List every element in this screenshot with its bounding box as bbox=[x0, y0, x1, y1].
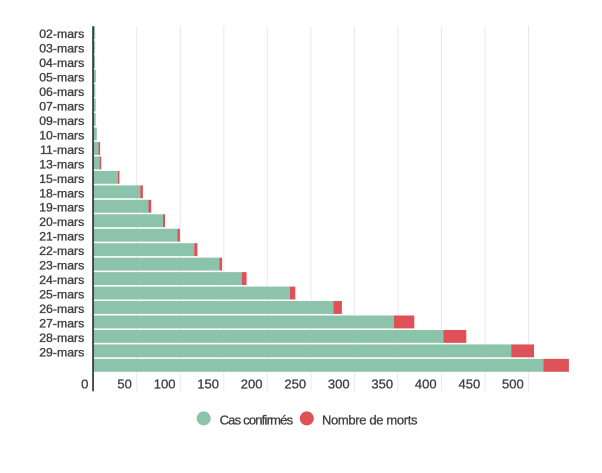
svg-text:450: 450 bbox=[458, 377, 480, 392]
svg-text:15-mars: 15-mars bbox=[39, 172, 84, 186]
svg-text:11-mars: 11-mars bbox=[40, 143, 84, 157]
svg-text:350: 350 bbox=[371, 377, 393, 392]
svg-text:09-mars: 09-mars bbox=[39, 114, 84, 128]
svg-text:22-mars: 22-mars bbox=[39, 244, 84, 258]
svg-text:300: 300 bbox=[328, 377, 350, 392]
svg-text:26-mars: 26-mars bbox=[39, 302, 84, 316]
svg-text:28-mars: 28-mars bbox=[39, 331, 84, 345]
svg-text:20-mars: 20-mars bbox=[39, 215, 84, 229]
svg-text:0: 0 bbox=[81, 377, 88, 392]
svg-text:500: 500 bbox=[502, 377, 524, 392]
svg-text:27-mars: 27-mars bbox=[39, 316, 84, 330]
svg-text:400: 400 bbox=[415, 377, 437, 392]
svg-text:02-mars: 02-mars bbox=[39, 27, 84, 41]
svg-text:06-mars: 06-mars bbox=[39, 85, 84, 99]
svg-text:Nombre de morts: Nombre de morts bbox=[322, 413, 418, 428]
svg-text:24-mars: 24-mars bbox=[39, 273, 84, 287]
svg-text:250: 250 bbox=[284, 377, 306, 392]
svg-text:21-mars: 21-mars bbox=[39, 230, 84, 244]
svg-text:10-mars: 10-mars bbox=[39, 128, 84, 142]
svg-text:50: 50 bbox=[117, 377, 131, 392]
svg-text:18-mars: 18-mars bbox=[39, 186, 84, 200]
svg-text:100: 100 bbox=[154, 377, 176, 392]
svg-text:13-mars: 13-mars bbox=[39, 157, 84, 171]
svg-text:07-mars: 07-mars bbox=[39, 100, 84, 114]
svg-text:200: 200 bbox=[241, 377, 263, 392]
svg-text:150: 150 bbox=[197, 377, 219, 392]
svg-text:25-mars: 25-mars bbox=[39, 287, 84, 301]
svg-text:19-mars: 19-mars bbox=[39, 201, 84, 215]
svg-text:04-mars: 04-mars bbox=[39, 56, 84, 70]
svg-text:03-mars: 03-mars bbox=[39, 42, 84, 56]
svg-text:23-mars: 23-mars bbox=[39, 259, 84, 273]
svg-text:Cas confirmés: Cas confirmés bbox=[220, 413, 294, 428]
svg-text:05-mars: 05-mars bbox=[39, 71, 84, 85]
svg-text:29-mars: 29-mars bbox=[39, 345, 84, 359]
